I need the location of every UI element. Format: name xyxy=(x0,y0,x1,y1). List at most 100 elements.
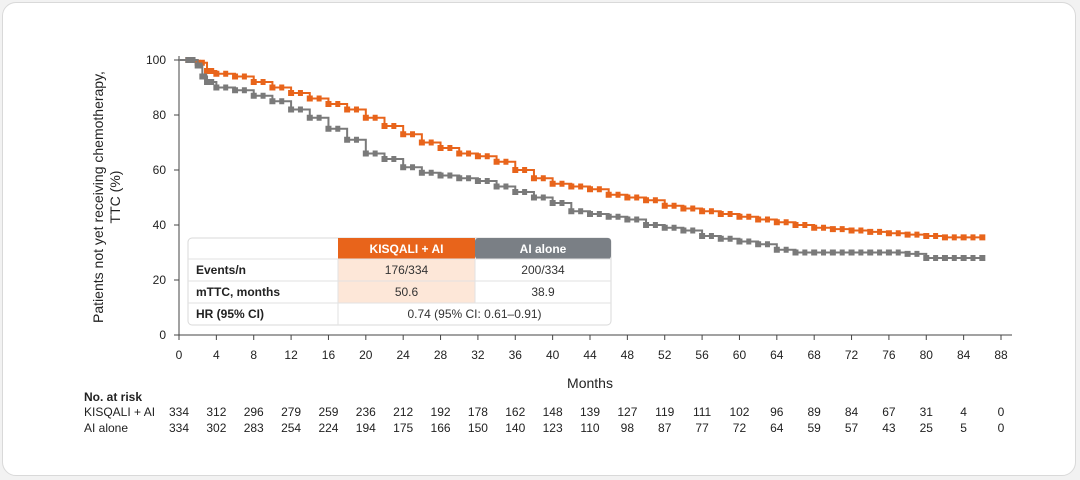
at-risk-value: 119 xyxy=(655,405,674,419)
censor-marker xyxy=(279,98,285,105)
censor-marker xyxy=(381,123,388,129)
censor-marker xyxy=(288,106,295,113)
table-head-ai: AI alone xyxy=(520,242,567,256)
censor-marker xyxy=(736,238,743,245)
at-risk-value: 224 xyxy=(318,421,338,435)
at-risk-value: 166 xyxy=(431,421,451,435)
y-tick-label: 100 xyxy=(146,53,166,67)
x-tick-label: 4 xyxy=(213,348,220,362)
censor-marker xyxy=(643,222,650,228)
censor-marker xyxy=(951,255,957,261)
censor-marker xyxy=(885,230,892,237)
at-risk-value: 254 xyxy=(281,421,301,435)
summary-table: KISQALI + AI AI alone Events/n 176/334 200/3… xyxy=(187,237,612,326)
censor-marker xyxy=(391,156,397,162)
at-risk-value: 96 xyxy=(770,405,784,419)
at-risk-value: 4 xyxy=(960,405,967,419)
y-axis-title-line-1: Patients not yet receiving chemotherapy, xyxy=(90,71,106,323)
censor-marker xyxy=(970,255,976,261)
censor-marker xyxy=(933,233,939,239)
censor-marker xyxy=(503,158,509,165)
censor-marker xyxy=(503,183,509,190)
censor-marker xyxy=(260,92,266,99)
censor-marker xyxy=(190,57,196,63)
censor-marker xyxy=(727,235,733,242)
x-tick-label: 48 xyxy=(621,348,635,362)
x-tick-label: 20 xyxy=(359,348,373,362)
censor-marker xyxy=(466,150,472,157)
x-tick-label: 12 xyxy=(284,348,298,362)
censor-marker xyxy=(615,191,621,198)
censor-marker xyxy=(699,208,706,215)
censor-marker xyxy=(241,87,247,94)
censor-marker xyxy=(643,197,650,204)
censor-marker xyxy=(680,205,687,212)
at-risk-value: 84 xyxy=(845,405,859,419)
at-risk-value: 140 xyxy=(505,421,525,435)
censor-marker xyxy=(400,131,407,138)
censor-marker xyxy=(362,150,369,157)
at-risk-value: 25 xyxy=(920,421,934,435)
censor-marker xyxy=(269,84,276,91)
censor-marker xyxy=(783,219,789,226)
censor-marker xyxy=(746,213,752,220)
y-tick-label: 0 xyxy=(159,328,166,342)
censor-marker xyxy=(960,234,967,241)
censor-marker xyxy=(353,106,359,113)
at-risk-value: 64 xyxy=(770,421,784,435)
censor-marker xyxy=(792,249,799,256)
censor-marker xyxy=(914,231,920,238)
censor-marker xyxy=(456,175,463,182)
table-row-label: mTTC, months xyxy=(196,285,280,299)
x-tick-label: 52 xyxy=(658,348,672,362)
censor-marker xyxy=(690,227,696,234)
censor-marker xyxy=(410,131,416,138)
at-risk-value: 178 xyxy=(468,405,488,419)
x-tick-label: 72 xyxy=(845,348,859,362)
censor-marker xyxy=(209,68,215,74)
at-risk-value: 111 xyxy=(693,405,712,419)
censor-marker xyxy=(634,194,640,201)
censor-marker xyxy=(297,90,303,96)
censor-marker xyxy=(530,194,537,201)
at-risk-value: 123 xyxy=(543,421,563,435)
at-risk-value: 192 xyxy=(431,405,451,419)
censor-marker xyxy=(279,84,285,91)
censor-marker xyxy=(839,226,845,233)
y-tick-label: 20 xyxy=(153,273,167,287)
x-axis-title: Months xyxy=(567,375,613,391)
censor-marker xyxy=(867,228,874,235)
censor-marker xyxy=(615,213,621,220)
censor-marker xyxy=(727,211,733,217)
x-tick-label: 84 xyxy=(957,348,971,362)
censor-marker xyxy=(624,216,631,223)
table-cell-ai: 38.9 xyxy=(531,285,555,299)
at-risk-value: 150 xyxy=(468,421,488,435)
censor-marker xyxy=(512,167,519,173)
censor-marker xyxy=(923,233,930,239)
censor-marker xyxy=(979,255,986,261)
censor-marker xyxy=(717,211,724,217)
censor-marker xyxy=(708,233,714,239)
censor-marker xyxy=(540,194,546,201)
at-risk-value: 31 xyxy=(920,405,934,419)
censor-marker xyxy=(241,73,247,80)
censor-marker xyxy=(316,114,322,121)
censor-marker xyxy=(867,249,874,256)
censor-marker xyxy=(204,68,211,74)
censor-marker xyxy=(232,73,239,80)
censor-marker xyxy=(372,114,378,121)
x-tick-label: 76 xyxy=(882,348,896,362)
censor-marker xyxy=(223,84,229,91)
censor-marker xyxy=(522,167,528,173)
at-risk-value: 67 xyxy=(882,405,896,419)
censor-marker xyxy=(400,164,407,171)
censor-marker xyxy=(895,249,901,256)
at-risk-value: 59 xyxy=(808,421,822,435)
censor-marker xyxy=(493,158,500,165)
censor-marker xyxy=(223,70,229,77)
x-tick-label: 68 xyxy=(808,348,822,362)
censor-marker xyxy=(344,136,351,143)
x-tick-label: 60 xyxy=(733,348,747,362)
